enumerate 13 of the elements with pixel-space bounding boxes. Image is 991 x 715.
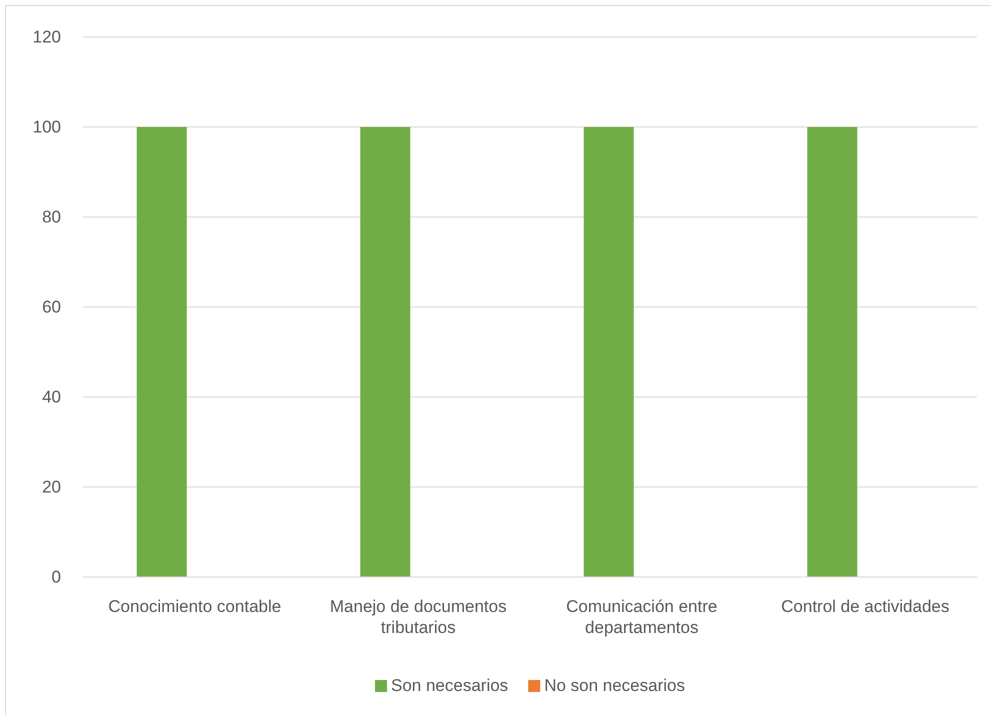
y-tick-label: 20 — [42, 477, 61, 496]
y-tick-label: 60 — [42, 297, 61, 316]
legend-label: Son necesarios — [391, 676, 508, 695]
y-tick-label: 80 — [42, 207, 61, 226]
y-tick-label: 40 — [42, 387, 61, 406]
x-tick-label: Control de actividades — [781, 597, 950, 616]
x-tick-label: Comunicación entre departamentos — [566, 597, 718, 637]
legend-label: No son necesarios — [544, 676, 685, 695]
y-tick-label: 100 — [32, 117, 61, 136]
y-tick-label: 0 — [52, 567, 61, 586]
y-tick-label: 120 — [32, 27, 61, 46]
x-tick-label: Manejo de documentos tributarios — [330, 597, 507, 637]
x-tick-label: Conocimiento contable — [108, 597, 282, 616]
